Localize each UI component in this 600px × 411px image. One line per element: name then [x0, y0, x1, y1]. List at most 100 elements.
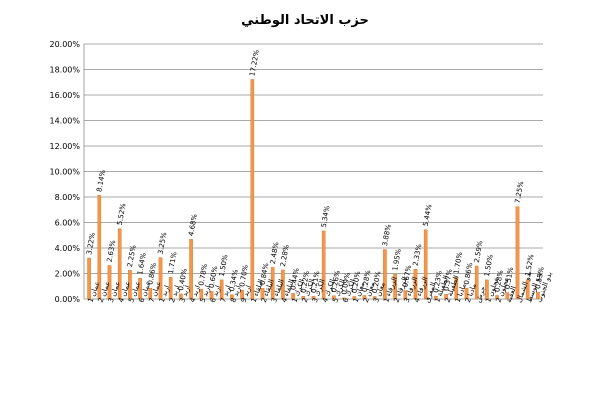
bar — [260, 288, 265, 300]
data-label: 0.28% — [361, 269, 373, 293]
bar — [423, 229, 428, 300]
data-label: 0.67% — [401, 264, 413, 288]
bar — [332, 295, 336, 300]
data-label: 4.68% — [187, 213, 199, 237]
data-label: 0.84% — [259, 262, 271, 286]
bar — [219, 279, 224, 300]
y-tick-label: 14.00% — [49, 117, 80, 126]
data-label: 0.09% — [340, 272, 352, 296]
data-label: 0.34% — [228, 268, 240, 292]
bar — [179, 293, 183, 300]
data-label: 1.64% — [136, 252, 148, 276]
bar — [393, 273, 397, 300]
bar — [515, 206, 520, 300]
data-label: 0.40% — [177, 268, 189, 292]
data-label: 1.95% — [391, 248, 403, 272]
data-label: 7.25% — [514, 180, 526, 204]
y-tick-label: 10.00% — [49, 168, 80, 177]
y-tick-label: 8.00% — [55, 193, 81, 202]
data-labels: 3.22%8.14%2.63%5.52%2.25%1.64%0.86%3.25%… — [85, 49, 546, 295]
bar — [413, 269, 418, 300]
data-label: 0.78% — [197, 263, 209, 287]
data-label: 0.23% — [432, 270, 444, 294]
y-tick-label: 18.00% — [49, 66, 80, 75]
bar — [352, 296, 357, 300]
bar — [281, 269, 285, 300]
bar — [444, 294, 448, 300]
data-label: 1.50% — [483, 254, 495, 278]
bar — [270, 267, 275, 300]
bar — [485, 279, 489, 300]
bar — [189, 239, 193, 300]
y-axis-ticks: 0.00% 2.00% 4.00% 6.00% 8.00% 10.00% 12.00% 14.… — [49, 40, 80, 304]
bar — [209, 291, 214, 300]
bar — [321, 230, 326, 300]
bar — [117, 228, 122, 300]
bar — [250, 79, 255, 300]
data-label: 3.88% — [381, 223, 393, 247]
data-label: 1.50% — [218, 254, 230, 278]
data-label: 0.53% — [534, 266, 546, 290]
data-label: 3.22% — [85, 232, 97, 256]
data-label: 17.22% — [248, 49, 261, 77]
data-label: 0.86% — [146, 262, 158, 286]
bar — [505, 292, 510, 300]
bar — [107, 265, 112, 300]
bar — [128, 270, 132, 300]
bar — [311, 296, 316, 300]
bar — [240, 289, 244, 300]
data-label: 0.44% — [289, 267, 301, 291]
data-label: 0.22% — [299, 270, 311, 294]
bar — [301, 296, 306, 300]
data-label: 5.44% — [422, 203, 434, 227]
bar — [87, 257, 91, 300]
data-label: 5.34% — [320, 205, 332, 229]
bar — [403, 290, 408, 300]
bar — [495, 295, 499, 300]
bar — [362, 295, 367, 300]
data-label: 0.37% — [442, 268, 454, 292]
data-label: 2.33% — [412, 243, 424, 267]
data-label: 1.52% — [524, 253, 536, 277]
data-label: 0.20% — [350, 270, 362, 294]
y-tick-label: 2.00% — [55, 270, 81, 279]
data-label: 0.51% — [503, 266, 515, 290]
data-label: 3.25% — [157, 231, 169, 255]
data-label: 8.14% — [95, 169, 107, 193]
data-label: 0.28% — [493, 269, 505, 293]
bar — [536, 292, 540, 300]
bar — [474, 265, 479, 300]
bar — [525, 279, 530, 300]
data-label: 2.63% — [106, 239, 118, 263]
bar — [230, 294, 234, 300]
bar — [291, 293, 295, 300]
bar — [454, 277, 459, 300]
bar — [199, 288, 204, 300]
y-tick-label: 20.00% — [49, 40, 80, 49]
data-label: 2.48% — [269, 241, 281, 265]
y-tick-label: 4.00% — [55, 244, 81, 253]
bar — [97, 195, 102, 300]
data-label: 2.59% — [473, 240, 485, 264]
data-label: 1.70% — [452, 251, 464, 275]
data-label: 0.21% — [310, 270, 322, 294]
data-label: 5.52% — [116, 202, 128, 226]
bar — [434, 295, 438, 300]
data-label: 1.71% — [167, 251, 179, 275]
chart-title: حزب الاتحاد الوطني — [241, 13, 369, 28]
y-tick-label: 6.00% — [55, 219, 81, 228]
bar — [464, 287, 469, 300]
bar — [168, 277, 173, 300]
bar — [148, 287, 153, 300]
bars — [87, 79, 540, 300]
data-label: 0.70% — [238, 264, 250, 288]
data-label: 0.20% — [371, 270, 383, 294]
data-label: 0.60% — [208, 265, 220, 289]
data-label: 2.28% — [279, 244, 291, 268]
gridlines — [84, 43, 543, 274]
bar — [158, 257, 163, 300]
y-tick-label: 16.00% — [49, 91, 80, 100]
bar — [372, 296, 377, 300]
y-tick-label: 12.00% — [49, 142, 80, 151]
